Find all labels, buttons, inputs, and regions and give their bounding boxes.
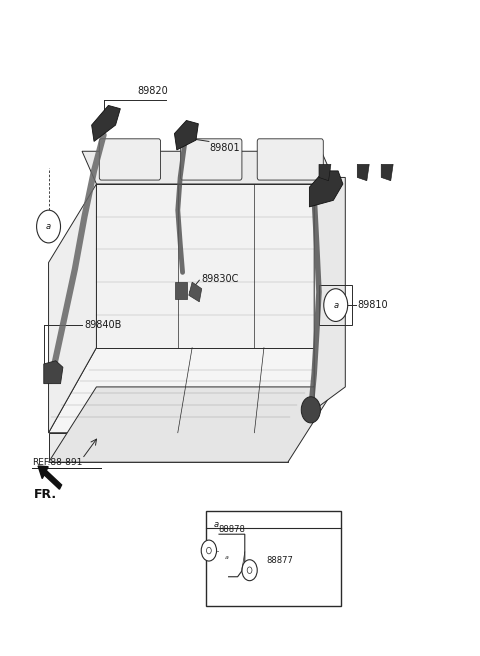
Polygon shape [48,433,288,462]
Circle shape [301,397,321,423]
FancyBboxPatch shape [180,139,242,180]
Circle shape [201,540,216,561]
Polygon shape [381,165,393,180]
Bar [206,511,340,606]
Text: a: a [225,554,228,560]
Polygon shape [310,171,343,207]
Polygon shape [48,348,336,433]
Text: 89840B: 89840B [84,319,122,330]
Circle shape [36,210,60,243]
Polygon shape [48,387,336,462]
Polygon shape [175,282,187,298]
FancyBboxPatch shape [99,139,160,180]
Polygon shape [319,165,331,180]
Circle shape [206,547,211,554]
Circle shape [208,513,224,535]
Polygon shape [44,361,63,384]
Polygon shape [174,121,198,150]
Circle shape [247,567,252,573]
Text: 89810: 89810 [357,300,388,310]
Text: 89820: 89820 [137,86,168,96]
Polygon shape [357,165,369,180]
Polygon shape [48,184,96,433]
Text: 89801: 89801 [209,143,240,153]
FancyArrow shape [38,466,61,489]
Text: a: a [214,520,218,529]
Text: 89830C: 89830C [202,274,239,284]
Text: 88878: 88878 [218,525,245,534]
Circle shape [242,560,257,581]
Text: FR.: FR. [34,489,57,501]
Polygon shape [189,282,202,302]
Text: a: a [46,222,51,231]
Text: REF.88-891: REF.88-891 [32,458,82,466]
Polygon shape [82,152,336,184]
Text: 88877: 88877 [266,556,293,565]
Text: a: a [333,300,338,310]
FancyBboxPatch shape [257,139,323,180]
Polygon shape [314,177,345,410]
Polygon shape [96,184,336,348]
Polygon shape [92,106,120,142]
Circle shape [324,289,348,321]
